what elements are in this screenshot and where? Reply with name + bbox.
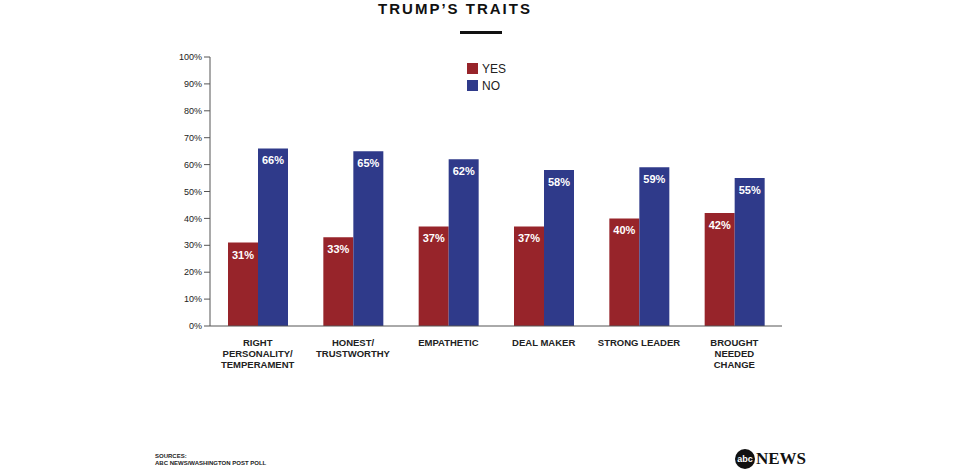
html-text:ABC NEWS/WASHINGTON POST POLL: ABC NEWS/WASHINGTON POST POLL [155, 460, 267, 466]
svg-text:80%: 80% [184, 106, 202, 116]
svg-text:70%: 70% [184, 133, 202, 143]
html-text:YES: YES [482, 61, 506, 76]
svg-text:DEAL MAKER: DEAL MAKER [512, 337, 575, 348]
svg-text:BROUGHTNEEDEDCHANGE: BROUGHTNEEDEDCHANGE [710, 337, 758, 370]
svg-text:40%: 40% [613, 224, 635, 236]
svg-text:65%: 65% [357, 157, 379, 169]
svg-text:33%: 33% [327, 243, 349, 255]
html-text:TRUMP’S TRAITS: TRUMP’S TRAITS [378, 0, 532, 17]
svg-text:37%: 37% [518, 232, 540, 244]
svg-text:40%: 40% [184, 214, 202, 224]
svg-text:59%: 59% [643, 173, 665, 185]
svg-text:60%: 60% [184, 160, 202, 170]
svg-text:STRONG LEADER: STRONG LEADER [598, 337, 680, 348]
svg-text:EMPATHETIC: EMPATHETIC [418, 337, 478, 348]
svg-text:42%: 42% [709, 219, 731, 231]
svg-text:58%: 58% [548, 176, 570, 188]
svg-text:30%: 30% [184, 240, 202, 250]
svg-text:100%: 100% [179, 52, 202, 62]
svg-text:37%: 37% [423, 232, 445, 244]
svg-text:66%: 66% [262, 154, 284, 166]
svg-text:90%: 90% [184, 79, 202, 89]
html-text:NO: NO [482, 78, 500, 93]
svg-text:20%: 20% [184, 267, 202, 277]
svg-text:55%: 55% [739, 184, 761, 196]
svg-text:10%: 10% [184, 294, 202, 304]
svg-text:HONEST/TRUSTWORTHY: HONEST/TRUSTWORTHY [316, 337, 391, 359]
svg-text:RIGHTPERSONALITY/TEMPERAMENT: RIGHTPERSONALITY/TEMPERAMENT [221, 337, 295, 370]
svg-text:62%: 62% [453, 165, 475, 177]
html-text:SOURCES:: SOURCES: [155, 453, 187, 459]
html-text:abc NEWS: abc NEWS [737, 449, 807, 468]
svg-text:31%: 31% [232, 249, 254, 261]
svg-text:50%: 50% [184, 187, 202, 197]
svg-text:0%: 0% [189, 321, 202, 331]
